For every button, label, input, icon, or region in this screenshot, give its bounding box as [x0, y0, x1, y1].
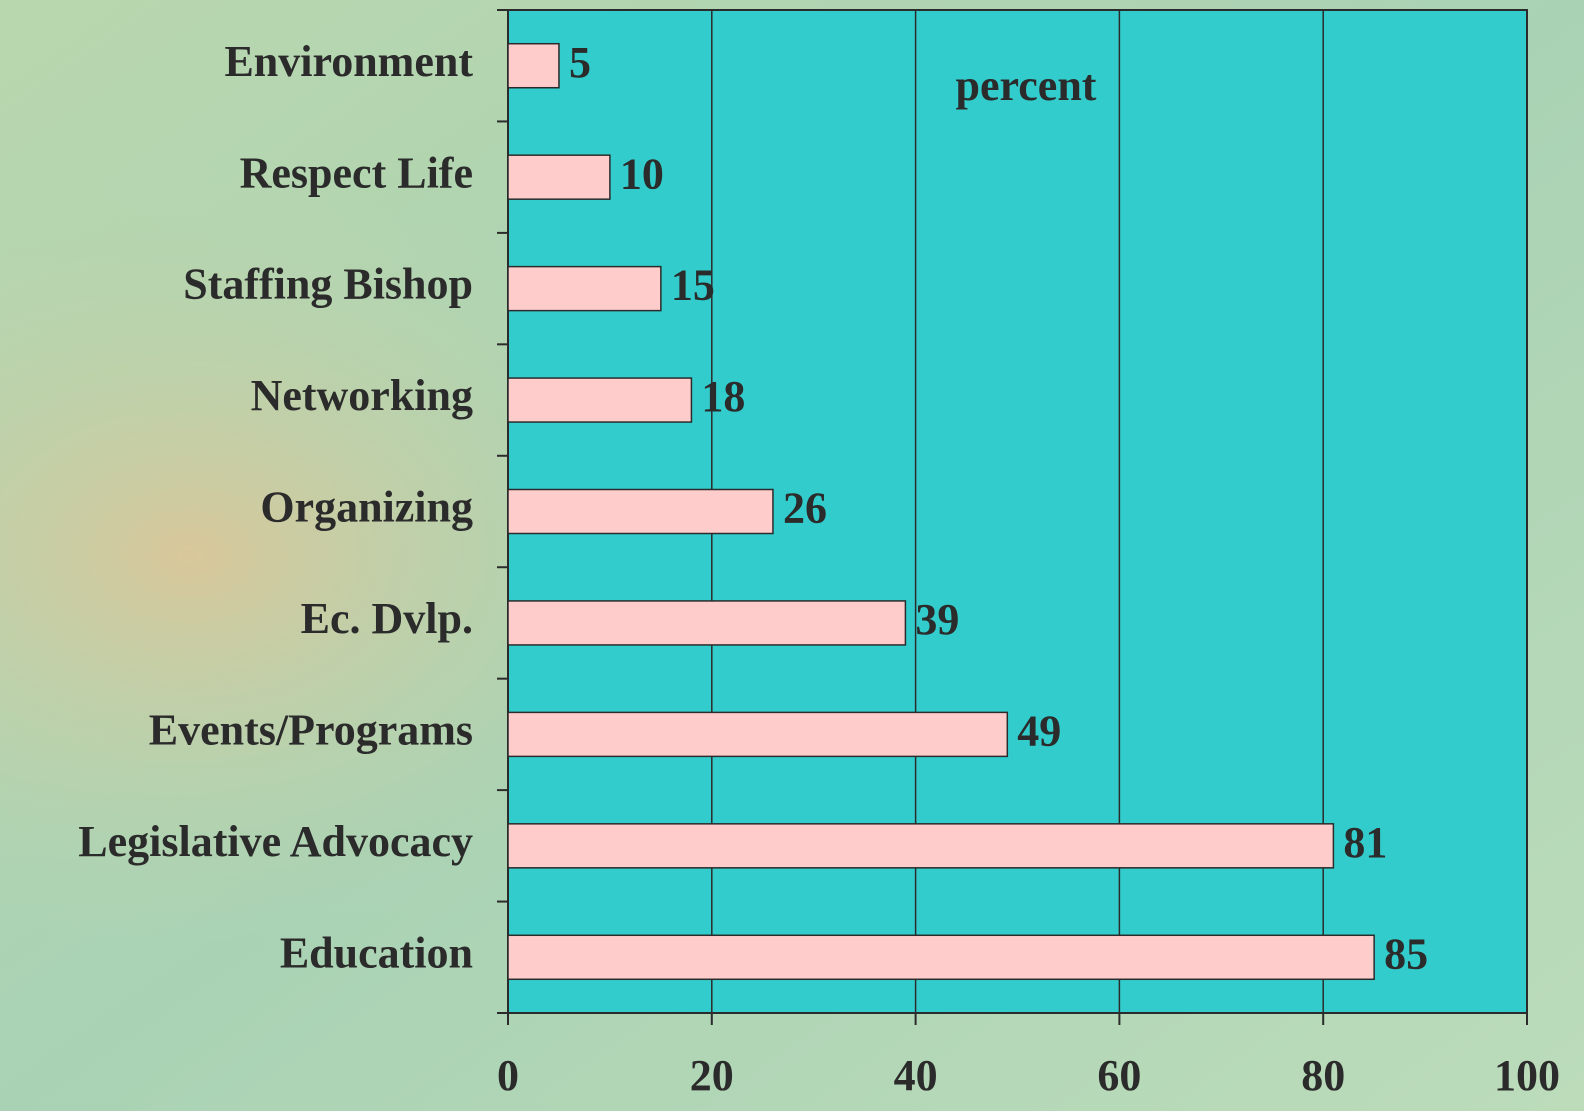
x-tick-label: 20 [690, 1051, 734, 1100]
annotation: percent [956, 61, 1097, 110]
data-label: 49 [1017, 706, 1061, 755]
bar [507, 934, 1375, 981]
y-tick-label: Ec. Dvlp. [301, 594, 473, 643]
y-tick-label: Environment [224, 37, 473, 86]
bar [507, 154, 611, 200]
y-tick-label: Networking [251, 371, 473, 420]
y-tick-label: Education [280, 928, 473, 977]
bar [507, 823, 1335, 869]
bar [507, 600, 907, 646]
bar [507, 488, 774, 535]
bar [507, 377, 693, 423]
data-label: 39 [915, 595, 959, 644]
data-label: 85 [1384, 929, 1428, 978]
y-tick-label: Respect Life [240, 148, 473, 197]
x-tick-label: 60 [1097, 1051, 1141, 1100]
data-label: 15 [671, 261, 715, 310]
data-label: 18 [701, 372, 745, 421]
bar [507, 42, 560, 89]
x-tick-label: 0 [497, 1051, 519, 1100]
y-tick-label: Organizing [260, 483, 473, 532]
x-tick-label: 100 [1494, 1051, 1560, 1100]
data-label: 81 [1343, 818, 1387, 867]
y-tick-label: Staffing Bishop [183, 260, 473, 309]
y-tick-label: Events/Programs [149, 705, 473, 754]
bar [507, 265, 662, 312]
data-label: 26 [783, 484, 827, 533]
data-label: 5 [569, 38, 591, 87]
bar [507, 711, 1009, 758]
y-tick-label: Legislative Advocacy [78, 817, 473, 866]
data-label: 10 [620, 149, 664, 198]
x-tick-label: 40 [894, 1051, 938, 1100]
x-tick-label: 80 [1301, 1051, 1345, 1100]
